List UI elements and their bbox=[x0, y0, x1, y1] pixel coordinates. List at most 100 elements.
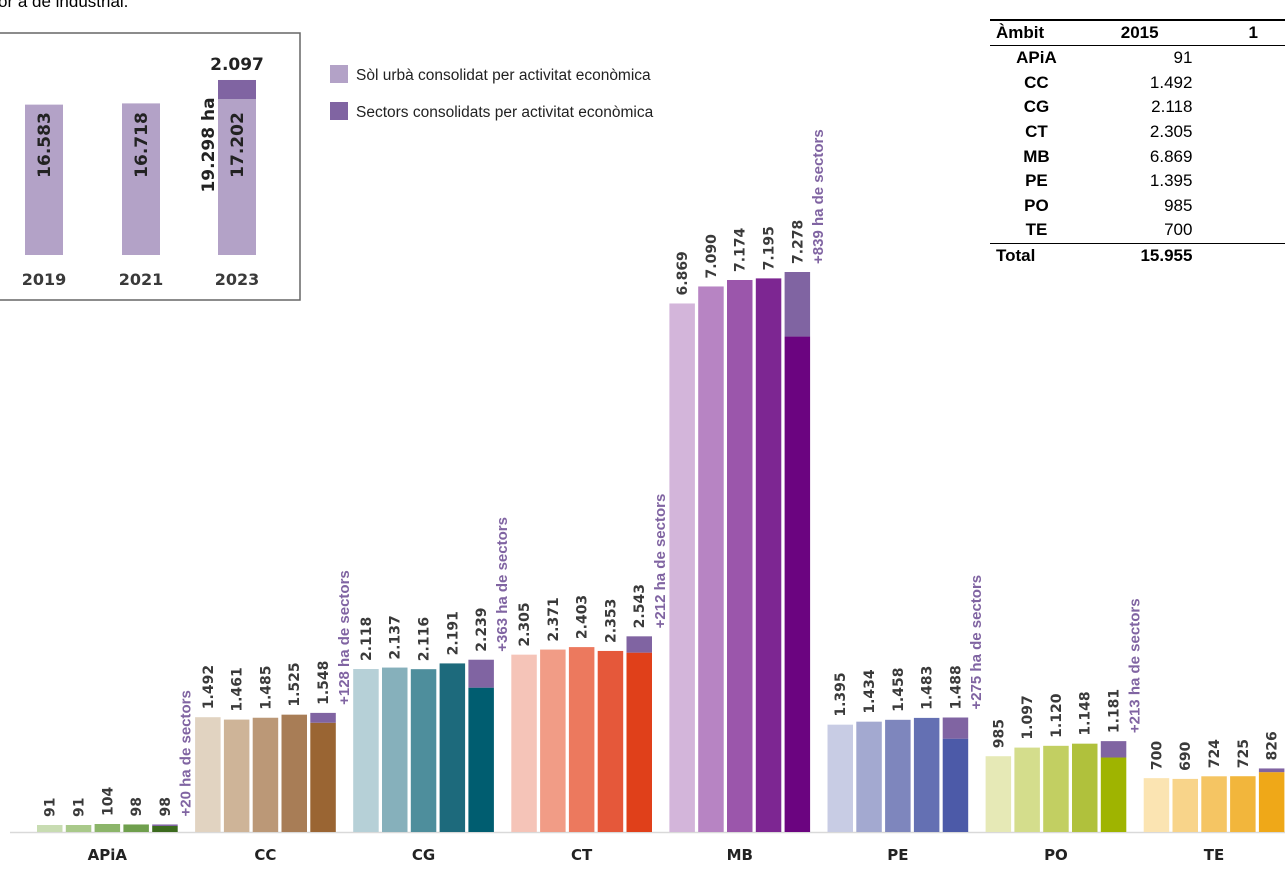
bar-TE-3 bbox=[1201, 776, 1227, 832]
bar-PE-base bbox=[942, 738, 969, 832]
legend-label: Sòl urbà consolidat per activitat econòm… bbox=[356, 67, 651, 84]
bar-TE-base bbox=[1258, 772, 1285, 832]
bar-CT-sectors bbox=[626, 636, 652, 653]
bar-value-label: 2.191 bbox=[445, 611, 461, 655]
table-cell-next: 1 bbox=[1196, 71, 1285, 96]
category-label: PO bbox=[1044, 846, 1068, 864]
bar-CG-3 bbox=[410, 669, 437, 832]
table-header-row: Àmbit 2015 1 bbox=[990, 19, 1285, 46]
table-cell-2015: 2.118 bbox=[1151, 97, 1193, 117]
bar-value-label: 7.195 bbox=[762, 226, 778, 270]
bar-CG-base bbox=[468, 687, 494, 832]
table-header-2015: 2015 bbox=[1082, 19, 1197, 46]
legend: Sòl urbà consolidat per activitat econòm… bbox=[330, 65, 654, 121]
page-title: or a de industrial. bbox=[0, 0, 129, 11]
bar-CG-4 bbox=[439, 663, 466, 832]
bar-APiA-base bbox=[152, 825, 178, 832]
bar-value-label: 826 bbox=[1265, 731, 1281, 760]
bar-value-label: 6.869 bbox=[675, 251, 691, 295]
table-row: TE 700 bbox=[990, 218, 1285, 243]
bar-CC-2 bbox=[223, 719, 250, 832]
bar-CG-2 bbox=[382, 667, 408, 832]
bar-value-label: 1.395 bbox=[833, 672, 849, 716]
category-label: PE bbox=[887, 846, 908, 864]
table-cell-2015: 985 bbox=[1164, 195, 1193, 215]
legend-swatch bbox=[330, 65, 348, 83]
sectors-label: +212 ha de sectors bbox=[652, 494, 669, 629]
sectors-label: +213 ha de sectors bbox=[1126, 598, 1143, 733]
bar-value-label: 2.239 bbox=[474, 607, 490, 651]
bar-value-label: 91 bbox=[72, 798, 88, 817]
bar-CC-base bbox=[310, 722, 336, 832]
bar-MB-base bbox=[784, 336, 811, 832]
table-cell-ambit: CT bbox=[1025, 122, 1048, 142]
table-cell-ambit: CG bbox=[1023, 97, 1050, 117]
bar-APiA-3 bbox=[94, 823, 121, 832]
inset-bar-chart: 16.583 2019 16.718 2021 2.097 17.202 2023 19.29… bbox=[0, 32, 301, 301]
bar-CC-sectors bbox=[310, 712, 336, 723]
table-cell-ambit: PE bbox=[1025, 171, 1048, 191]
bar-TE-1 bbox=[1143, 778, 1170, 832]
bar-value-label: 2.371 bbox=[546, 597, 562, 641]
bar-value-label: 2.137 bbox=[388, 615, 404, 659]
table-cell-2015: 700 bbox=[1164, 220, 1193, 240]
table-cell-2015: 1.395 bbox=[1149, 171, 1193, 191]
bar-value-label: 98 bbox=[158, 797, 174, 816]
inset-total-label: 19.298 ha bbox=[199, 97, 219, 192]
bar-value-label: 1.492 bbox=[201, 665, 217, 709]
bar-value-label: 7.090 bbox=[704, 234, 720, 279]
table-header-next: 1 bbox=[1196, 19, 1285, 46]
table-cell-next: 2 bbox=[1196, 120, 1285, 145]
bar-PO-4 bbox=[1072, 743, 1098, 832]
category-label: MB bbox=[727, 846, 753, 864]
bar-value-label: 2.353 bbox=[603, 599, 619, 643]
bar-value-label: 2.305 bbox=[517, 602, 533, 646]
bar-value-label: 1.525 bbox=[287, 662, 303, 706]
inset-year-label: 2021 bbox=[119, 270, 164, 289]
bar-PO-base bbox=[1100, 757, 1127, 832]
bar-PE-2 bbox=[856, 721, 882, 832]
table-total-2015: 15.955 bbox=[1082, 242, 1197, 269]
inset-bar-value: 16.718 bbox=[132, 112, 152, 178]
table-cell-next: 7 bbox=[1196, 144, 1285, 169]
table-total-next: 16 bbox=[1196, 242, 1285, 269]
table-cell-2015: 91 bbox=[1173, 48, 1193, 68]
data-table: Àmbit 2015 1 APiA91CC1.4921CG2.1182CT2.3… bbox=[990, 19, 1285, 269]
bar-value-label: 690 bbox=[1178, 741, 1194, 770]
table-cell-2015: 2.305 bbox=[1149, 122, 1193, 142]
table-cell-ambit: CC bbox=[1024, 72, 1049, 92]
bar-APiA-4 bbox=[123, 824, 149, 832]
bar-value-label: 7.174 bbox=[733, 227, 749, 272]
bar-value-label: 725 bbox=[1236, 739, 1252, 768]
sectors-label: +839 ha de sectors bbox=[810, 129, 827, 264]
bar-TE-2 bbox=[1172, 778, 1198, 832]
bar-value-label: 1.483 bbox=[920, 666, 936, 710]
bar-CT-base bbox=[626, 652, 652, 832]
bar-CT-4 bbox=[597, 650, 624, 832]
bar-PE-1 bbox=[827, 724, 853, 832]
table-cell-ambit: PO bbox=[1024, 195, 1049, 215]
sectors-label: +275 ha de sectors bbox=[968, 575, 985, 710]
bar-MB-1 bbox=[669, 303, 695, 832]
bar-MB-4 bbox=[755, 278, 782, 833]
bar-value-label: 91 bbox=[43, 798, 59, 817]
bar-value-label: 2.116 bbox=[417, 617, 433, 661]
bar-value-label: 1.458 bbox=[891, 668, 907, 712]
table-total-label: Total bbox=[990, 242, 1083, 269]
inset-year-label: 2023 bbox=[215, 270, 260, 289]
bar-CT-1 bbox=[511, 654, 537, 832]
table-cell-next: 1 bbox=[1196, 194, 1285, 219]
bar-value-label: 1.148 bbox=[1078, 691, 1094, 735]
bar-TE-4 bbox=[1230, 776, 1256, 832]
bar-value-label: 7.278 bbox=[790, 220, 806, 264]
category-label: CG bbox=[412, 846, 435, 864]
bar-PE-4 bbox=[913, 717, 940, 832]
bar-MB-3 bbox=[727, 280, 753, 832]
table-cell-next bbox=[1196, 46, 1285, 71]
